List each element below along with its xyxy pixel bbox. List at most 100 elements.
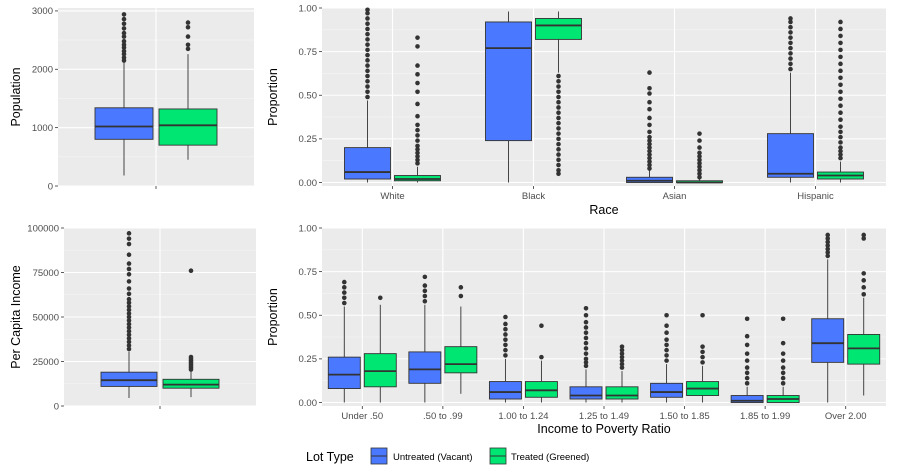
outlier-point <box>126 271 132 277</box>
box-untreated-1 <box>327 279 361 403</box>
y-tick-label: 1000 <box>32 123 53 134</box>
y-tick-label: 1.00 <box>299 223 318 234</box>
box-treated-1 <box>158 20 218 160</box>
outlier-point <box>583 363 589 369</box>
outlier-point <box>415 138 420 143</box>
outlier-point <box>838 152 843 157</box>
outlier-point <box>556 131 561 136</box>
outlier-point <box>838 134 843 140</box>
outlier-point <box>825 236 831 241</box>
outlier-point <box>415 143 420 149</box>
outlier-point <box>365 31 370 37</box>
box-body <box>488 381 522 400</box>
outlier-point <box>126 296 132 302</box>
outlier-point <box>185 24 191 30</box>
box-untreated-4 <box>569 305 603 403</box>
y-axis-title: Proportion <box>266 68 280 126</box>
outlier-point <box>697 174 702 180</box>
x-tick-label: Over 2.00 <box>825 411 867 422</box>
outlier-point <box>365 21 370 27</box>
x-axis-title: Race <box>589 203 618 217</box>
outlier-point <box>126 231 132 236</box>
outlier-point <box>619 354 625 360</box>
outlier-point <box>556 126 561 131</box>
outlier-point <box>556 105 561 110</box>
outlier-point <box>365 89 370 95</box>
outlier-point <box>697 138 702 143</box>
box-treated-3 <box>524 323 558 403</box>
outlier-point <box>126 266 132 272</box>
outlier-point <box>647 70 652 75</box>
outlier-point <box>121 42 127 48</box>
outlier-point <box>825 253 831 259</box>
outlier-point <box>788 61 793 67</box>
box-body <box>811 318 845 363</box>
outlier-point <box>415 113 420 119</box>
outlier-point <box>415 63 420 68</box>
box-untreated-7 <box>811 232 845 403</box>
outlier-point <box>838 148 843 154</box>
outlier-point <box>583 325 589 330</box>
outlier-point <box>365 78 370 84</box>
outlier-point <box>788 35 793 40</box>
box-treated-2 <box>535 11 582 177</box>
outlier-point <box>744 365 750 370</box>
outlier-point <box>556 110 561 116</box>
outlier-point <box>788 19 793 25</box>
y-tick-label: 0.75 <box>299 47 318 58</box>
box-untreated-2 <box>485 11 532 183</box>
outlier-point <box>503 314 508 320</box>
outlier-point <box>861 285 867 290</box>
outlier-point <box>415 89 420 95</box>
outlier-point <box>556 84 561 89</box>
outlier-point <box>619 361 625 367</box>
outlier-point <box>556 147 561 152</box>
outlier-point <box>647 134 652 140</box>
outlier-point <box>185 34 191 39</box>
outlier-point <box>647 138 652 143</box>
outlier-point <box>415 157 420 163</box>
box-untreated-5 <box>650 312 684 403</box>
outlier-point <box>503 342 508 348</box>
outlier-point <box>825 243 831 248</box>
outlier-point <box>780 316 786 322</box>
outlier-point <box>583 340 589 346</box>
outlier-point <box>503 353 508 358</box>
outlier-point <box>788 56 793 61</box>
outlier-point <box>825 232 831 238</box>
y-tick-label: 0.75 <box>299 267 318 278</box>
outlier-point <box>838 40 843 46</box>
outlier-point <box>121 38 127 44</box>
outlier-point <box>838 54 843 60</box>
outlier-point <box>126 307 132 313</box>
panel-3: 0 25000 50000 75000 100000 Per Capita Income <box>9 223 256 412</box>
outlier-point <box>126 261 132 266</box>
box-treated-1 <box>162 268 220 398</box>
outlier-point <box>583 330 589 336</box>
outlier-point <box>126 332 132 338</box>
box-untreated-2 <box>408 274 442 403</box>
panel-4: 0.00 0.25 0.50 0.75 1.00 Under .50 .50 to .99 1… <box>266 223 886 436</box>
outlier-point <box>647 99 652 105</box>
outlier-point <box>583 351 589 356</box>
outlier-point <box>556 73 561 79</box>
outlier-point <box>121 30 127 36</box>
x-tick-label: 1.85 to 1.99 <box>740 411 790 422</box>
outlier-point <box>126 291 132 297</box>
outlier-point <box>664 312 669 318</box>
box-untreated-6 <box>730 316 764 403</box>
outlier-point <box>556 157 561 163</box>
outlier-point <box>838 117 843 122</box>
outlier-point <box>583 335 589 341</box>
outlier-point <box>365 10 370 16</box>
outlier-point <box>556 152 561 157</box>
outlier-point <box>825 246 831 252</box>
outlier-point <box>415 80 420 86</box>
outlier-point <box>647 152 652 157</box>
outlier-point <box>415 72 420 77</box>
y-axis-title: Population <box>9 67 23 126</box>
outlier-point <box>458 293 464 299</box>
outlier-point <box>503 326 508 332</box>
outlier-point <box>744 381 750 386</box>
outlier-point <box>700 312 705 318</box>
